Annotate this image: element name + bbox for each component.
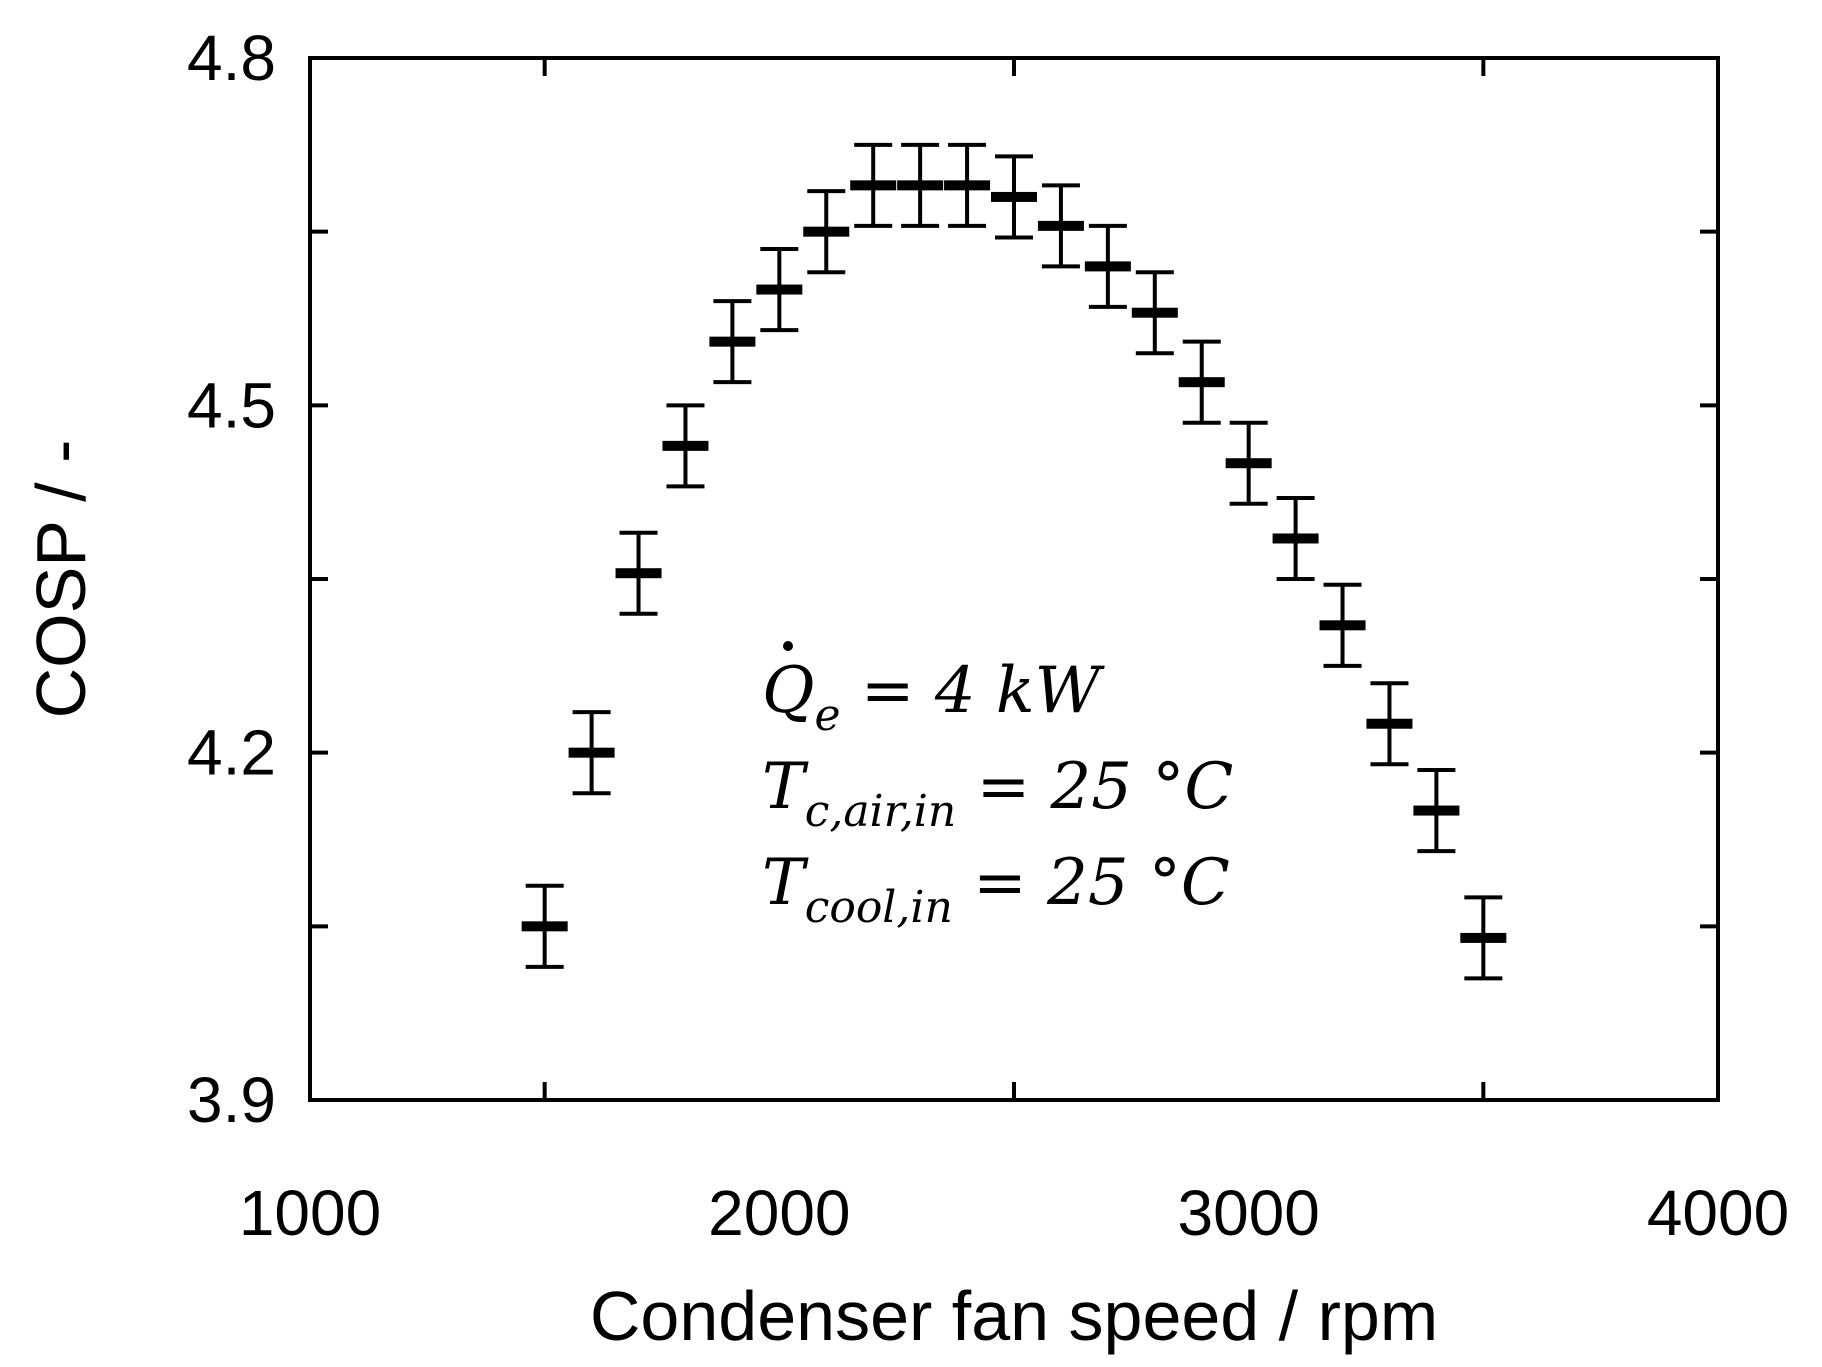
data-point [615, 530, 662, 616]
point-marker [803, 226, 850, 237]
data-point [1319, 582, 1366, 668]
point-marker [662, 440, 709, 451]
data-point [1037, 183, 1084, 269]
data-point [662, 403, 709, 489]
x-tick-label: 2000 [708, 1177, 850, 1249]
point-marker [1366, 718, 1413, 729]
point-marker [709, 336, 756, 347]
data-point [1366, 681, 1413, 767]
x-tick-label: 1000 [239, 1177, 381, 1249]
data-point [1225, 420, 1272, 506]
annotation-line: Tcool,in = 25 °C [762, 846, 1230, 933]
data-point [1413, 768, 1460, 854]
point-marker [1131, 307, 1178, 318]
x-axis-title: Condenser fan speed / rpm [590, 1277, 1438, 1355]
data-point [1178, 339, 1225, 425]
point-marker [991, 191, 1037, 202]
q-dot-accent [783, 641, 793, 651]
data-point [803, 189, 850, 275]
data-point [568, 710, 615, 796]
operating-conditions-annotation: Qe = 4 kW Tc,air,in = 25 °C Tcool,in = 25 … [762, 641, 1233, 933]
axis-ticks [310, 58, 1718, 1100]
data-point [1272, 495, 1319, 581]
data-point [1460, 895, 1507, 981]
data-point [756, 247, 803, 333]
annotation-line: Tc,air,in = 25 °C [762, 750, 1233, 837]
data-point [944, 142, 991, 228]
point-marker [568, 747, 615, 758]
y-tick-label: 4.2 [187, 717, 276, 789]
point-marker [897, 180, 944, 191]
data-point [709, 299, 756, 385]
y-tick-label: 3.9 [187, 1064, 276, 1136]
y-tick-label: 4.5 [187, 369, 276, 441]
point-marker [521, 921, 568, 932]
data-point [521, 883, 568, 969]
point-marker [1037, 220, 1084, 231]
y-tick-label: 4.8 [187, 22, 276, 94]
y-axis-title: COSP / - [22, 440, 100, 719]
point-marker [1225, 458, 1272, 469]
data-point [1131, 270, 1178, 356]
data-point [991, 154, 1037, 240]
point-marker [1178, 377, 1225, 388]
point-marker [1084, 261, 1131, 272]
data-point [850, 142, 897, 228]
point-marker [615, 568, 662, 579]
annotation-line: Qe = 4 kW [762, 654, 1106, 741]
point-marker [756, 284, 803, 295]
point-marker [944, 180, 991, 191]
point-marker [1319, 620, 1366, 631]
x-tick-label: 3000 [1177, 1177, 1319, 1249]
data-points [521, 142, 1507, 981]
data-point [1084, 223, 1131, 309]
data-point [897, 142, 944, 228]
point-marker [1460, 932, 1507, 943]
point-marker [1272, 533, 1319, 544]
axis-tick-labels: 1000 2000 3000 4000 3.9 4.2 4.5 4.8 [187, 22, 1789, 1249]
point-marker [850, 180, 897, 191]
point-marker [1413, 805, 1460, 816]
x-tick-label: 4000 [1647, 1177, 1789, 1249]
